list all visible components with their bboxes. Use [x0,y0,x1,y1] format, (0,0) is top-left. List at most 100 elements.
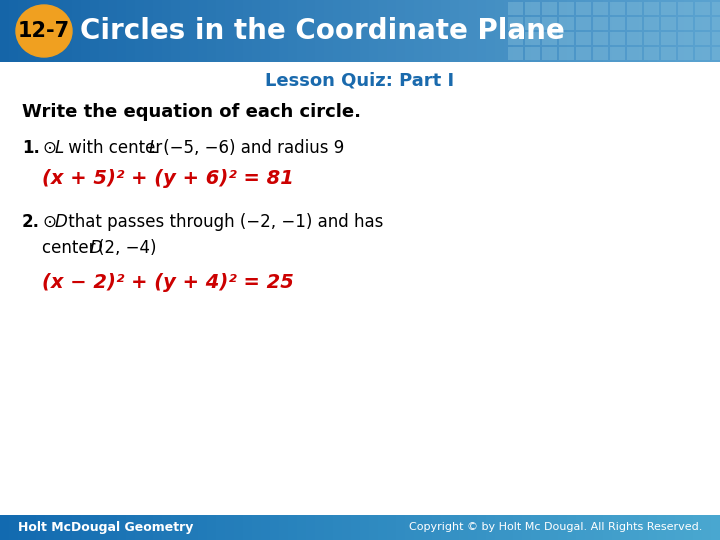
Bar [666,515,675,540]
Bar [45,515,55,540]
Bar [695,2,710,15]
Bar [513,0,523,62]
Bar [695,17,710,30]
Bar [342,0,351,62]
Bar [594,515,603,540]
Bar [585,0,595,62]
Bar [508,17,523,30]
Bar [612,0,621,62]
Text: L: L [55,139,64,157]
Bar [369,0,379,62]
Bar [459,0,469,62]
Bar [126,515,135,540]
Bar [593,2,608,15]
Text: center: center [42,239,101,257]
Bar [387,515,397,540]
Bar [525,17,540,30]
Bar [585,515,595,540]
Text: Lesson Quiz: Part I: Lesson Quiz: Part I [266,71,454,89]
Bar [243,515,253,540]
Bar [661,17,676,30]
Bar [99,515,109,540]
Bar [180,0,189,62]
Bar [477,0,487,62]
Bar [36,515,45,540]
Bar [459,515,469,540]
Bar [576,32,591,45]
Text: D: D [90,239,103,257]
Bar [342,515,351,540]
Bar [657,515,667,540]
Bar [405,515,415,540]
Bar [542,47,557,60]
Bar [162,515,171,540]
Bar [712,2,720,15]
Bar [531,515,541,540]
Bar [414,515,423,540]
Bar [198,0,207,62]
Bar [450,0,459,62]
Bar [351,0,361,62]
Bar [378,0,387,62]
Bar [486,515,495,540]
Bar [261,0,271,62]
Bar [216,515,225,540]
Bar [525,32,540,45]
Bar [153,0,163,62]
Bar [542,32,557,45]
Bar [144,0,153,62]
Bar [627,2,642,15]
Bar [9,515,19,540]
Bar [477,515,487,540]
Bar [542,17,557,30]
Bar [666,0,675,62]
Bar [27,515,37,540]
Bar [261,515,271,540]
Bar [441,0,451,62]
Bar [297,515,307,540]
Bar [712,17,720,30]
Bar [54,0,63,62]
Text: ⊙: ⊙ [42,139,56,157]
Bar [630,515,639,540]
Bar [360,0,369,62]
Bar [486,0,495,62]
Bar [657,0,667,62]
Text: that passes through (−2, −1) and has: that passes through (−2, −1) and has [63,213,383,231]
Bar [542,2,557,15]
Bar [63,515,73,540]
Bar [495,515,505,540]
Bar [508,2,523,15]
Bar [423,0,433,62]
Bar [99,0,109,62]
Bar [504,515,513,540]
Bar [712,32,720,45]
Bar [126,0,135,62]
Bar [593,32,608,45]
Bar [252,0,261,62]
Bar [18,515,27,540]
Bar [423,515,433,540]
Bar [351,515,361,540]
Bar [549,515,559,540]
Bar [603,515,613,540]
Bar [644,47,659,60]
Bar [225,0,235,62]
Text: 12-7: 12-7 [18,21,70,41]
Bar [405,0,415,62]
Bar [225,515,235,540]
Bar [610,47,625,60]
Bar [81,0,91,62]
Bar [522,0,531,62]
Bar [594,0,603,62]
Bar [144,515,153,540]
Bar [369,515,379,540]
Bar [678,2,693,15]
Bar [234,0,243,62]
Bar [508,32,523,45]
Bar [207,515,217,540]
Text: (2, −4): (2, −4) [98,239,156,257]
Bar [702,0,711,62]
Bar [661,47,676,60]
Bar [525,47,540,60]
